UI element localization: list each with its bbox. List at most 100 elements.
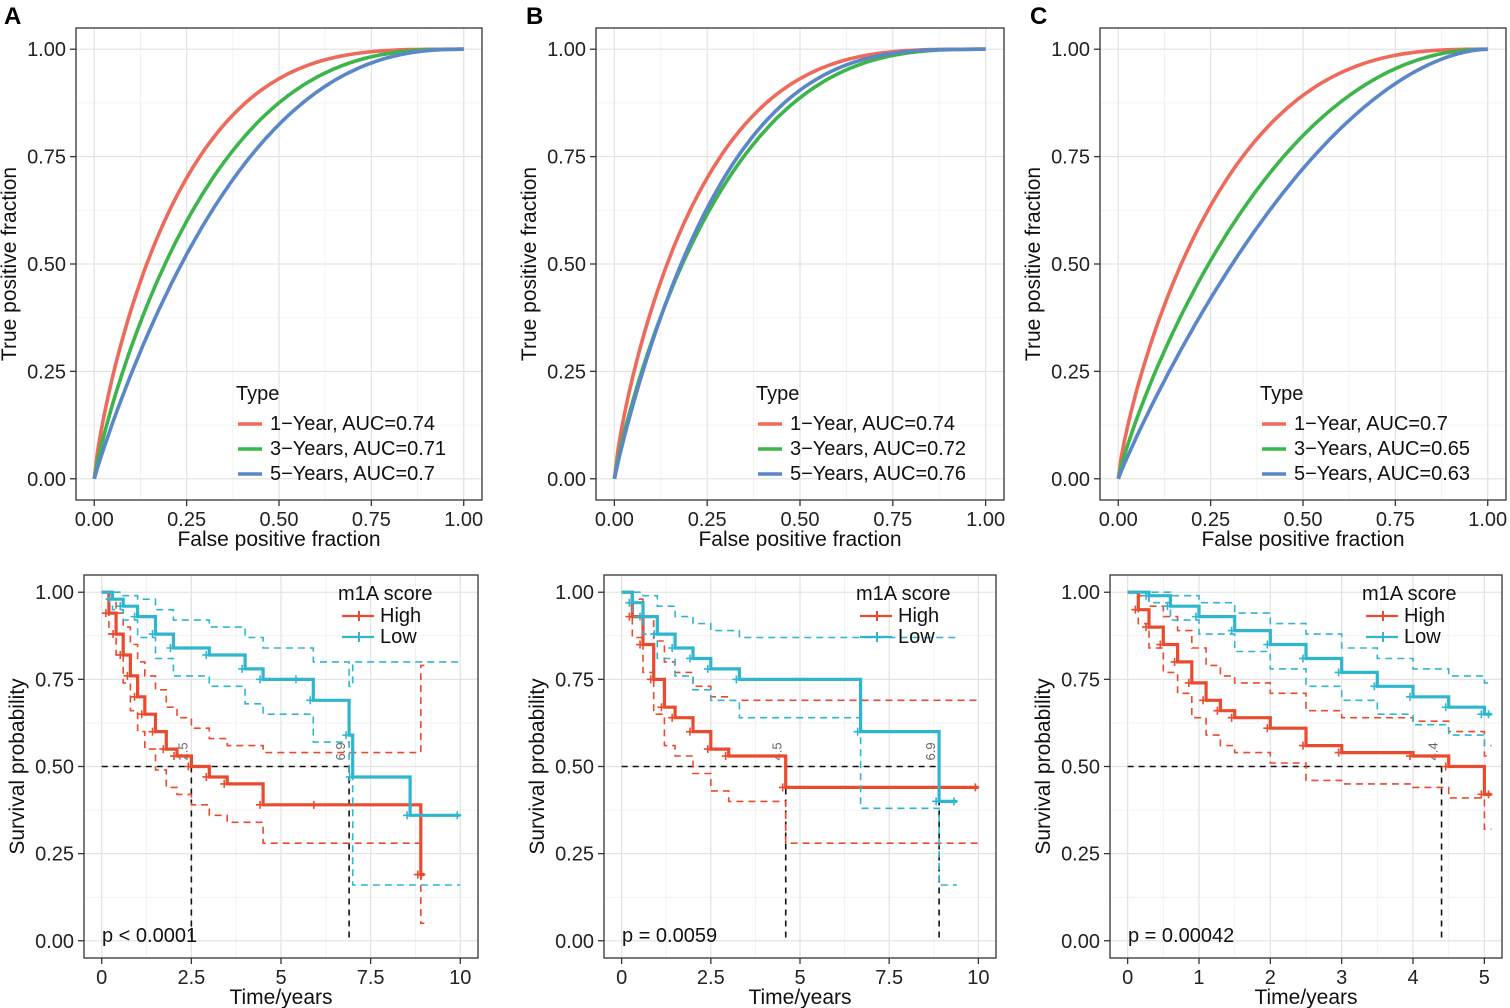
km-c-low-censor-mark <box>1263 640 1272 649</box>
km-c-y-axis-title: Survival probability <box>1032 678 1055 855</box>
roc-a-y-tick-label: 1.00 <box>27 39 66 61</box>
km-b-low-censor-mark <box>636 612 645 621</box>
km-a-high-censor-mark <box>184 762 193 771</box>
km-a-low-censor-mark <box>238 664 247 673</box>
km-c-y-tick-label: 0.00 <box>1061 931 1100 953</box>
roc-c-curve-2 <box>1116 47 1488 480</box>
km-b-x-tick-label: 0 <box>616 967 627 989</box>
km-b-y-tick-label: 0.25 <box>555 844 594 866</box>
roc-b-x-axis-title: False positive fraction <box>698 528 901 551</box>
km-a-legend-label-low: Low <box>380 626 417 648</box>
km-b-median-label-2: 6.9 <box>923 742 938 760</box>
roc-b-curve-3 <box>612 47 986 480</box>
km-c-x-tick-label: 0 <box>1122 967 1133 989</box>
km-b-y-tick-label: 0.75 <box>555 669 594 691</box>
roc-a-y-tick-label: 0.25 <box>27 361 66 383</box>
km-a-high-censor-mark <box>101 609 110 618</box>
km-c-legend-cross-low <box>1378 632 1388 642</box>
roc-a-y-tick-label: 0.00 <box>27 469 66 491</box>
roc-a-x-tick-label: 0.75 <box>352 509 391 531</box>
km-b-panel-border <box>603 574 997 959</box>
km-b-legend-label-high: High <box>898 605 939 627</box>
km-c-y-tick-label: 0.25 <box>1061 844 1100 866</box>
roc-a-x-tick-label: 0.25 <box>167 509 206 531</box>
km-c-legend-label-high: High <box>1404 605 1445 627</box>
roc-a-panel-border <box>75 27 483 501</box>
km-a-high-censor-mark <box>130 692 139 701</box>
chart-panels: 0.00 0.25 0.50 0.75 1.00 0.00 0.25 0.50 0.75 1.00… <box>0 27 1507 1008</box>
km-c-x-tick-label: 5 <box>1479 967 1490 989</box>
roc-a-x-axis-title: False positive fraction <box>177 528 380 551</box>
km-a-high-censor-mark <box>220 779 229 788</box>
km-b-low-censor-mark <box>650 630 659 639</box>
km-a-y-tick-label: 0.75 <box>35 669 74 691</box>
roc-b-y-tick-label: 0.25 <box>547 361 586 383</box>
roc-c-x-tick-label: 0.75 <box>1376 509 1415 531</box>
roc-a-x-tick-label: 1.00 <box>444 509 483 531</box>
km-c-low-censor-mark <box>1334 668 1343 677</box>
roc-b-x-tick-label: 0.50 <box>781 509 820 531</box>
roc-b-legend-label-2: 3−Years, AUC=0.72 <box>790 438 966 460</box>
km-a-low-ci-upper <box>101 591 461 688</box>
roc-c-x-tick-label: 0.25 <box>1191 509 1230 531</box>
roc-c-legend-label-2: 3−Years, AUC=0.65 <box>1294 438 1470 460</box>
panel-label-b: B <box>526 3 543 30</box>
km-a-high-censor-mark <box>123 671 132 680</box>
km-c-p-value: p = 0.00042 <box>1128 925 1234 947</box>
km-a-low-censor-mark <box>130 612 139 621</box>
km-a-low-censor-mark <box>105 595 114 604</box>
km-a-x-tick-label: 0 <box>96 967 107 989</box>
km-a-low-censor-mark <box>345 772 354 781</box>
roc-c-y-tick-label: 0.75 <box>1051 147 1090 169</box>
km-b-low-censor-mark <box>668 644 677 652</box>
km-c-high-censor-mark <box>1441 762 1450 771</box>
km-b-high-censor-mark <box>971 783 980 792</box>
roc-c-y-tick-label: 0.00 <box>1051 469 1090 491</box>
km-b-legend-title: m1A score <box>856 583 950 605</box>
panel-label-c: C <box>1030 3 1047 30</box>
roc-c-x-tick-label: 0.00 <box>1099 509 1138 531</box>
km-c-low-censor-mark <box>1406 692 1415 701</box>
km-b-y-tick-label: 1.00 <box>555 582 594 604</box>
roc-a-legend-title: Type <box>236 383 279 405</box>
km-b-x-axis-title: Time/years <box>748 986 851 1008</box>
km-c-x-axis-title: Time/years <box>1254 986 1357 1008</box>
km-c-low-censor-mark <box>1142 591 1151 600</box>
km-b-low-censor-mark <box>685 654 694 663</box>
km-c-low-ci-upper <box>1127 591 1492 684</box>
km-a-low-ci-lower <box>101 591 461 886</box>
km-a-x-tick-label: 7.5 <box>357 967 385 989</box>
km-c-legend-title: m1A score <box>1362 583 1456 605</box>
roc-b-x-tick-label: 0.00 <box>595 509 634 531</box>
roc-b-panel-border <box>595 27 1005 501</box>
km-c-high-censor-mark <box>1406 752 1415 761</box>
km-a-high-survival-curve <box>101 590 425 877</box>
km-c-x-tick-label: 2 <box>1265 967 1276 989</box>
km-b-low-censor-mark <box>732 675 741 684</box>
roc-c-legend-label-1: 1−Year, AUC=0.7 <box>1294 413 1448 435</box>
km-c-x-tick-label: 3 <box>1336 967 1347 989</box>
km-c-y-tick-label: 1.00 <box>1061 582 1100 604</box>
roc-a-x-tick-label: 0.00 <box>75 509 114 531</box>
roc-c-y-axis-title: True positive fraction <box>1022 167 1045 361</box>
km-a-y-axis-title: Survival probability <box>6 678 29 855</box>
roc-b-x-tick-label: 0.25 <box>688 509 727 531</box>
roc-a-legend-label-1: 1−Year, AUC=0.74 <box>270 413 435 435</box>
km-b-x-tick-label: 2.5 <box>697 967 725 989</box>
km-c-low-censor-mark <box>1370 682 1379 691</box>
roc-c-legend-title: Type <box>1260 383 1303 405</box>
km-c-low-survival-curve <box>1127 590 1492 716</box>
km-a-high-censor-mark <box>159 745 168 754</box>
km-c-high-censor-mark <box>1334 748 1343 757</box>
km-c-x-tick-label: 4 <box>1407 967 1418 989</box>
km-c-high-censor-mark <box>1199 696 1208 705</box>
km-c-high-survival-curve <box>1127 590 1492 796</box>
km-c-high-censor-mark <box>1131 605 1140 614</box>
km-a-low-censor-mark <box>166 644 175 652</box>
km-a-high-censor-mark <box>148 727 157 736</box>
km-c-low-censor-mark <box>1477 710 1486 719</box>
km-c-high-ci-upper <box>1127 591 1492 757</box>
km-a-high-censor-mark <box>109 630 118 639</box>
panel-label-a: A <box>4 3 21 30</box>
km-a-low-censor-mark <box>291 675 300 684</box>
